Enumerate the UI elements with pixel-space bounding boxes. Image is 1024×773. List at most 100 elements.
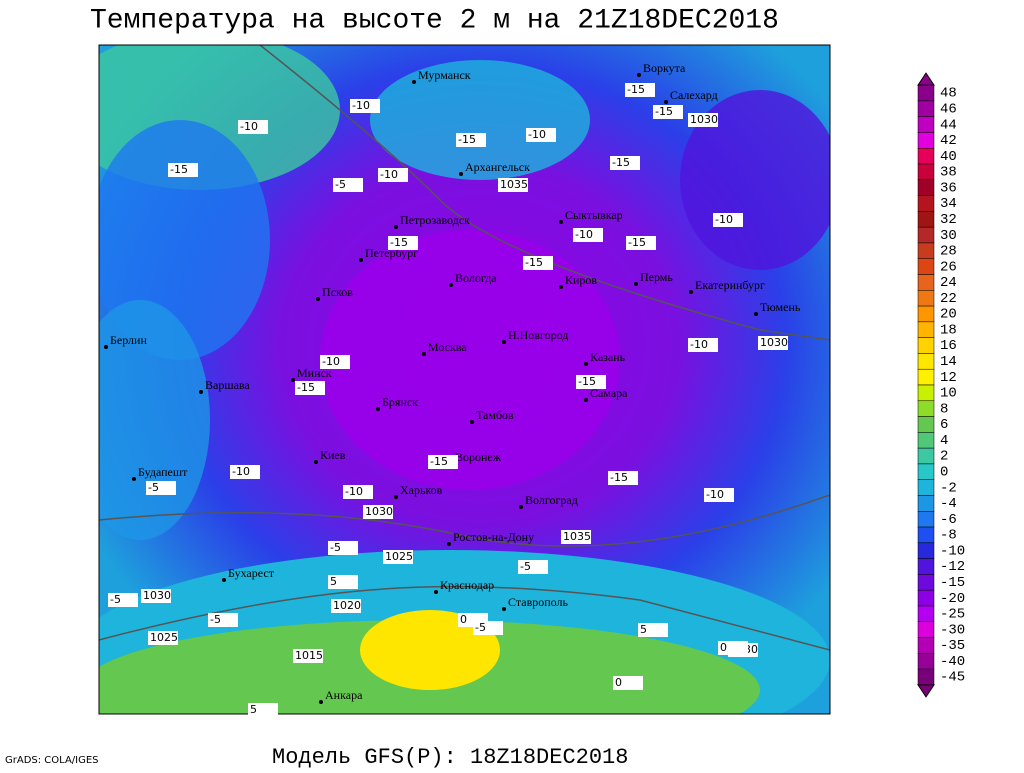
isotherm-label-box (168, 163, 198, 177)
city-label: Берлин (110, 333, 147, 347)
isotherm-label: -15 (628, 236, 646, 249)
city-dot (316, 297, 320, 301)
city-label: Петрозаводск (400, 213, 470, 227)
isotherm-label-box (518, 560, 548, 574)
shade (320, 230, 620, 490)
isotherm-label-box (328, 575, 358, 589)
isotherm-label: -10 (575, 228, 593, 241)
city-label: Анкара (325, 688, 363, 702)
colorbar-label: -45 (940, 670, 965, 686)
colorbar-label: -8 (940, 528, 957, 544)
colorbar-label: 8 (940, 401, 948, 417)
colorbar-label: -4 (940, 496, 957, 512)
isotherm-label-box (610, 156, 640, 170)
colorbar-swatch (917, 147, 935, 165)
colorbar-label: 40 (940, 149, 957, 165)
isotherm-label: -15 (458, 133, 476, 146)
isotherm-label-box (230, 465, 260, 479)
colorbar-label: -15 (940, 575, 965, 591)
isotherm-label: -10 (706, 488, 724, 501)
city-dot (689, 290, 693, 294)
colorbar-swatch (917, 368, 935, 386)
isotherm-label: -10 (380, 168, 398, 181)
isobar-label: 1035 (500, 178, 528, 191)
colorbar-label: 14 (940, 354, 957, 370)
isobar-label: 1025 (385, 550, 413, 563)
city-label: Мурманск (418, 68, 471, 82)
colorbar-label: 46 (940, 101, 957, 117)
isotherm-label-box (713, 213, 743, 227)
colorbar-swatch (917, 163, 935, 181)
colorbar-swatch (917, 116, 935, 133)
isotherm-label: -15 (297, 381, 315, 394)
city-label: Сыктывкар (565, 208, 623, 222)
isobar-label: 1030 (760, 336, 788, 349)
isotherm-label: 5 (330, 575, 337, 588)
city-dot (394, 495, 398, 499)
city-label: Краснодар (440, 578, 494, 592)
isotherm-label: -10 (690, 338, 708, 351)
city-dot (314, 460, 318, 464)
city-label: Екатеринбург (695, 278, 765, 292)
isobar-label-box (383, 550, 413, 564)
isobar-label: 1020 (333, 599, 361, 612)
city-label: Воронеж (455, 450, 502, 464)
isobar-label-box (141, 589, 171, 603)
colorbar-label: 48 (940, 86, 957, 102)
isotherm-label-box (526, 128, 556, 142)
city-dot (637, 73, 641, 77)
colorbar-swatch (917, 447, 935, 465)
map (99, 45, 830, 714)
isotherm-label: -15 (627, 83, 645, 96)
colorbar-label: 36 (940, 180, 957, 196)
isotherm-label: -10 (352, 99, 370, 112)
city-dot (502, 607, 506, 611)
isotherm-label-box (208, 613, 238, 627)
city-dot (519, 505, 523, 509)
isotherm-label-box (456, 133, 486, 147)
city-label: Ставрополь (508, 595, 568, 609)
credit: GrADS: COLA/IGES (5, 755, 99, 766)
isotherm-label: -15 (578, 375, 596, 388)
city-label: Бухарест (228, 566, 275, 580)
colorbar-swatch (917, 384, 935, 402)
city-label: Брянск (382, 395, 418, 409)
colorbar-swatch (917, 668, 935, 686)
shade (99, 120, 270, 360)
title: Температура на высоте 2 м на 21Z18DEC201… (90, 5, 779, 36)
isotherm-label-box (333, 178, 363, 192)
city-label: Тюмень (760, 300, 801, 314)
colorbar-cap (917, 72, 935, 86)
isotherm-label-box (638, 623, 668, 637)
city-dot (376, 407, 380, 411)
colorbar-swatch (917, 84, 935, 102)
colorbar-cap (917, 684, 935, 698)
colorbar-swatch (917, 242, 935, 259)
isotherm-label-box (625, 83, 655, 97)
isobar-label: 1025 (150, 631, 178, 644)
colorbar-swatch (917, 337, 935, 354)
isotherm-label: 0 (460, 613, 467, 626)
isotherm-label: -10 (322, 355, 340, 368)
isobar-label: 1030 (690, 113, 718, 126)
city-label: Пермь (640, 270, 673, 284)
colorbar-swatch (917, 353, 935, 370)
city-dot (449, 283, 453, 287)
city-label: Варшава (205, 378, 250, 392)
city-dot (502, 340, 506, 344)
isotherm-label: -5 (335, 178, 346, 191)
city-label: Тамбов (476, 408, 514, 422)
city-label: Архангельск (465, 160, 530, 174)
colorbar-swatch (917, 274, 935, 291)
city-label: Минск (297, 366, 332, 380)
isotherm-label-box (688, 338, 718, 352)
colorbar-swatch (917, 400, 935, 417)
colorbar-label: 28 (940, 244, 957, 260)
city-dot (634, 282, 638, 286)
city-dot (422, 352, 426, 356)
colorbar-swatch (917, 589, 935, 607)
isobar-label: 1030 (143, 589, 171, 602)
shade (99, 300, 210, 540)
colorbar-swatch (917, 416, 935, 433)
isotherm-label: -15 (525, 256, 543, 269)
